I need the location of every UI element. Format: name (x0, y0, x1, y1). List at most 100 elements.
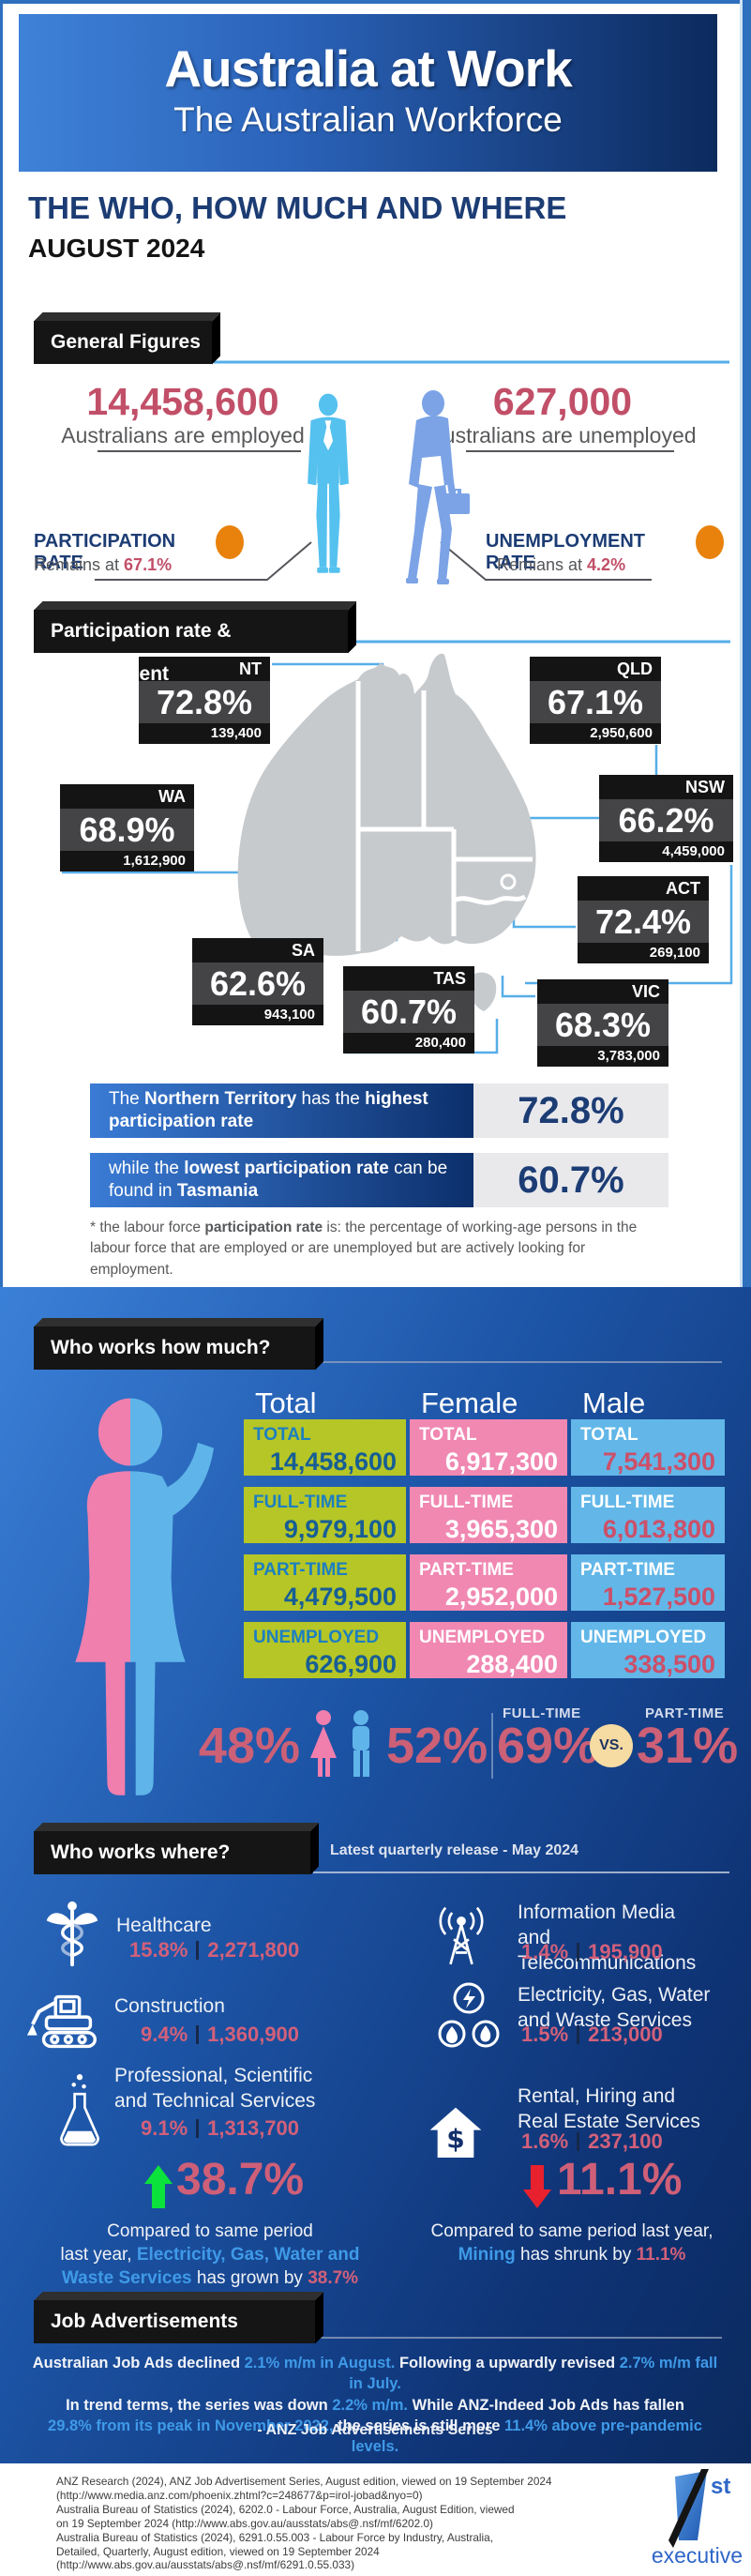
flask-icon (54, 2069, 105, 2160)
industry-stats: 9.1% 1,313,700 (141, 2116, 299, 2141)
industry-name: Healthcare (116, 1915, 212, 1936)
text-segment-highlight: Waste Services (61, 2268, 192, 2289)
orange-dot-icon (696, 525, 724, 559)
cell-value: 6,013,800 (602, 1515, 715, 1543)
cell-label: FULL-TIME (419, 1493, 514, 1512)
citation-line: (http://www.media.anz.com/phoenix.zhtml?… (56, 2488, 423, 2502)
text-segment: Australian Job Ads declined (32, 2355, 245, 2371)
unemployed-count: 627,000 (492, 380, 633, 423)
stat-separator (196, 2119, 200, 2138)
industry-pct: 1.6% (521, 2129, 569, 2153)
state-employed: 2,950,600 (530, 723, 661, 744)
state-code: NSW (599, 775, 733, 799)
state-box-sa: SA 62.6% 943,100 (192, 938, 323, 1025)
state-box-nsw: NSW 66.2% 4,459,000 (599, 775, 733, 862)
unemployed-person-icon (390, 390, 480, 594)
orange-dot-icon (216, 525, 244, 559)
cell-label: PART-TIME (253, 1560, 348, 1580)
cell-fulltime-total: FULL-TIME 9,979,100 (244, 1487, 406, 1543)
house-dollar-icon: $ (428, 2096, 484, 2175)
column-header-total: Total (255, 1386, 317, 1419)
cell-value: 626,900 (305, 1650, 397, 1678)
cell-label: FULL-TIME (580, 1493, 675, 1512)
cell-label: UNEMPLOYED (419, 1628, 546, 1647)
cell-label: PART-TIME (580, 1560, 675, 1580)
intro-date: AUGUST 2024 (28, 234, 205, 263)
state-rate: 60.7% (343, 991, 474, 1033)
participation-prefix: Remains at (34, 555, 125, 574)
svg-text:$: $ (446, 2123, 464, 2154)
industry-stats: 1.6% 237,100 (521, 2129, 663, 2154)
female-icon (310, 1710, 337, 1777)
state-code: WA (60, 784, 194, 809)
text-segment: last year, (60, 2245, 137, 2265)
text-segment-bold: highest participation rate (109, 1089, 428, 1131)
stat-separator (196, 2025, 200, 2044)
cell-total-total: TOTAL 14,458,600 (244, 1419, 406, 1476)
cell-parttime-male: PART-TIME 1,527,500 (571, 1554, 725, 1611)
text-segment-value: 11.1% (636, 2245, 686, 2265)
citation-line: Detailed, Quarterly, August edition, vie… (56, 2544, 380, 2558)
page-subtitle: The Australian Workforce (173, 100, 563, 139)
cell-label: UNEMPLOYED (253, 1628, 380, 1647)
header-banner: Australia at Work The Australian Workfor… (19, 14, 717, 172)
growth-pct: 38.7% (176, 2155, 305, 2205)
up-arrow-icon (143, 2163, 174, 2215)
cell-label: TOTAL (580, 1425, 638, 1445)
cell-parttime-total: PART-TIME 4,479,500 (244, 1554, 406, 1611)
cell-value: 14,458,600 (269, 1447, 397, 1476)
state-box-tas: TAS 60.7% 280,400 (343, 966, 474, 1053)
decline-sentence: Compared to same period last year, Minin… (401, 2220, 743, 2266)
text-segment-highlight: Electricity, Gas, Water and (136, 2245, 360, 2265)
section-badge-who-works-where: Who works where? (34, 1831, 310, 1874)
table-row-total: TOTAL 14,458,600 TOTAL 6,917,300 TOTAL 7,54… (0, 1419, 751, 1476)
industry-value: 1,360,900 (207, 2023, 300, 2046)
fulltime-share: 69% (497, 1718, 599, 1774)
industry-value: 1,313,700 (207, 2116, 300, 2140)
cell-unemployed-male: UNEMPLOYED 338,500 (571, 1622, 725, 1678)
text-segment: * the labour force (90, 1220, 205, 1235)
text-segment: Compared to same period last year, (430, 2221, 713, 2241)
intro-heading: THE WHO, HOW MUCH AND WHERE (28, 190, 567, 225)
highest-participation-text: The Northern Territory has the highest p… (90, 1083, 473, 1138)
industry-pct: 1.4% (521, 1940, 569, 1963)
frame-left (0, 0, 3, 1287)
divider-line (491, 1713, 493, 1779)
citation-line: (http://www.abs.gov.au/ausstats/abs@.nsf… (56, 2558, 354, 2572)
tasmania-shape (469, 972, 497, 1011)
fulltime-label: FULL-TIME (503, 1705, 581, 1721)
cell-value: 4,479,500 (283, 1583, 397, 1611)
cell-label: TOTAL (419, 1425, 477, 1445)
cell-parttime-female: PART-TIME 2,952,000 (410, 1554, 567, 1611)
split-person-icon (41, 1391, 219, 1813)
text-segment-highlight: 29.8% from its peak in November 2022, (48, 2417, 334, 2434)
highest-participation-value: 72.8% (473, 1083, 668, 1138)
industry-stats: 1.5% 213,000 (521, 2023, 663, 2047)
cell-value: 7,541,300 (602, 1447, 715, 1476)
text-segment: has the (296, 1089, 366, 1110)
industry-pct: 9.4% (141, 2023, 188, 2046)
decline-pct: 11.1% (557, 2155, 683, 2205)
text-segment: Compared to same period (107, 2221, 313, 2241)
state-box-act: ACT 72.4% 269,100 (578, 876, 709, 963)
industry-value: 2,271,800 (207, 1938, 300, 1962)
cell-label: UNEMPLOYED (580, 1628, 707, 1647)
job-ads-paragraph: Australian Job Ads declined 2.1% m/m in … (28, 2353, 722, 2457)
industry-value: 213,000 (588, 2023, 663, 2046)
male-icon (353, 1710, 369, 1777)
vs-badge: VS. (590, 1724, 633, 1767)
unemployment-value: 4.2% (587, 555, 626, 574)
text-segment: The (109, 1089, 145, 1110)
column-header-male: Male (582, 1386, 646, 1419)
employed-person-icon (298, 390, 358, 588)
state-employed: 1,612,900 (60, 851, 194, 871)
industry-value: 237,100 (588, 2129, 663, 2153)
industry-pct: 15.8% (129, 1938, 188, 1962)
stat-separator (196, 1941, 200, 1960)
job-ads-attribution: - ANZ Job Advertisements Series (257, 2422, 493, 2438)
state-box-wa: WA 68.9% 1,612,900 (60, 784, 194, 871)
cell-value: 9,979,100 (283, 1515, 397, 1543)
participation-rate-text: Remains at 67.1% (34, 555, 221, 575)
text-segment: can be found in (109, 1159, 448, 1201)
